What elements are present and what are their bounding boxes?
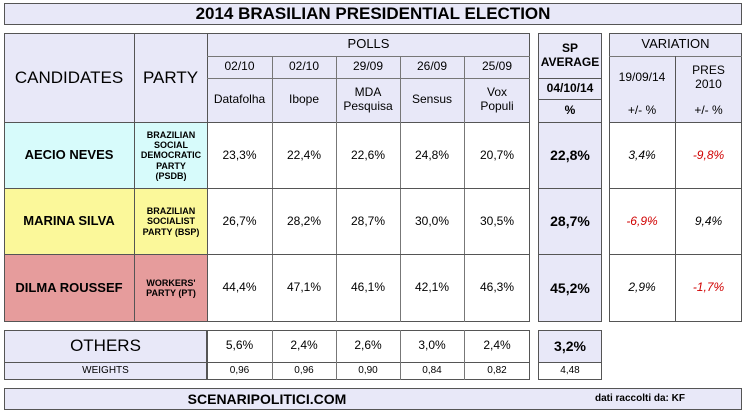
poll-value: 30,5% (479, 213, 515, 228)
poll-value: 47,1% (286, 280, 322, 295)
poll-value: 46,1% (350, 280, 386, 295)
others-value: 2,4% (290, 338, 318, 353)
others-average: 3,2% (554, 337, 586, 354)
poll-value: 28,2% (286, 213, 322, 228)
sp-average-value: 28,7% (550, 213, 590, 230)
pollster-name: Sensus (411, 92, 453, 107)
pollster-name: Ibope (288, 92, 320, 107)
poll-value: 22,6% (350, 147, 386, 162)
variation-header: VARIATION (641, 36, 710, 52)
poll-value: 46,3% (479, 280, 515, 295)
weight-value: 0,90 (358, 365, 378, 377)
variation-unit: +/- % (694, 103, 723, 118)
poll-value: 22,4% (286, 147, 322, 162)
poll-value: 30,0% (414, 213, 450, 228)
poll-date: 02/10 (224, 59, 255, 74)
weight-value: 0,96 (229, 365, 250, 377)
poll-value: 26,7% (222, 213, 257, 228)
others-value: 3,0% (418, 338, 446, 353)
others-value: 5,6% (225, 338, 254, 353)
poll-value: 24,8% (414, 147, 450, 162)
variation-value: -9,8% (692, 147, 725, 162)
sp-average-date: 04/10/14 (546, 80, 594, 95)
sp-average-value: 22,8% (550, 147, 590, 164)
party-name: BRAZILIAN SOCIAL DEMOCRATIC PARTY (PSDB) (140, 129, 202, 182)
row-bg-dilma (4, 254, 208, 322)
variation-col-date: 19/09/14 (618, 70, 666, 85)
weight-value: 0,96 (294, 365, 314, 377)
others-label: OTHERS (70, 336, 141, 356)
variation-col-pres: PRES 2010 (692, 63, 725, 91)
weight-value: 0,84 (422, 365, 442, 377)
header-party: PARTY (142, 67, 199, 87)
others-value: 2,4% (483, 338, 511, 353)
pollster-name: MDA Pesquisa (343, 85, 393, 113)
weight-value: 0,82 (487, 365, 507, 377)
variation-value: -1,7% (692, 280, 725, 295)
party-name: WORKERS' PARTY (PT) (146, 277, 196, 298)
poll-date: 02/10 (288, 59, 320, 74)
title-bar (4, 3, 742, 25)
page-title: 2014 BRASILIAN PRESIDENTIAL ELECTION (195, 4, 551, 24)
variation-value: 9,4% (694, 213, 723, 228)
candidate-name: MARINA SILVA (23, 213, 115, 229)
footer-site: SCENARIPOLITICI.COM (187, 390, 347, 407)
poll-date: 29/09 (352, 59, 384, 74)
header-polls: POLLS (347, 36, 390, 52)
header-candidates: CANDIDATES (14, 67, 124, 87)
poll-value: 44,4% (222, 280, 257, 295)
sp-average-value: 45,2% (550, 279, 590, 296)
poll-date: 26/09 (416, 59, 448, 74)
poll-value: 28,7% (350, 213, 386, 228)
poll-value: 23,3% (222, 147, 257, 162)
sp-average-unit: % (564, 102, 576, 117)
variation-unit: +/- % (627, 103, 657, 118)
others-value: 2,6% (354, 338, 382, 353)
variation-value: -6,9% (626, 213, 658, 228)
party-name: BRAZILIAN SOCIALIST PARTY (BSP) (142, 205, 200, 237)
poll-date: 25/09 (481, 59, 513, 74)
poll-value: 20,7% (479, 147, 515, 162)
variation-value: 3,4% (628, 147, 656, 162)
candidate-name: AECIO NEVES (24, 147, 114, 163)
poll-value: 42,1% (414, 280, 450, 295)
weights-total: 4,48 (560, 365, 580, 377)
sp-average-header: SP AVERAGE (540, 41, 600, 69)
row-bg-marina (4, 188, 208, 255)
candidate-name: DILMA ROUSSEF (15, 279, 123, 295)
footer-credit: dati raccolti da: KF (594, 393, 685, 405)
variation-value: 2,9% (628, 280, 656, 295)
footer-bar (4, 388, 742, 410)
pollster-name: Vox Populi (480, 85, 514, 113)
weights-label: WEIGHTS (82, 365, 129, 377)
pollster-name: Datafolha (213, 92, 266, 107)
